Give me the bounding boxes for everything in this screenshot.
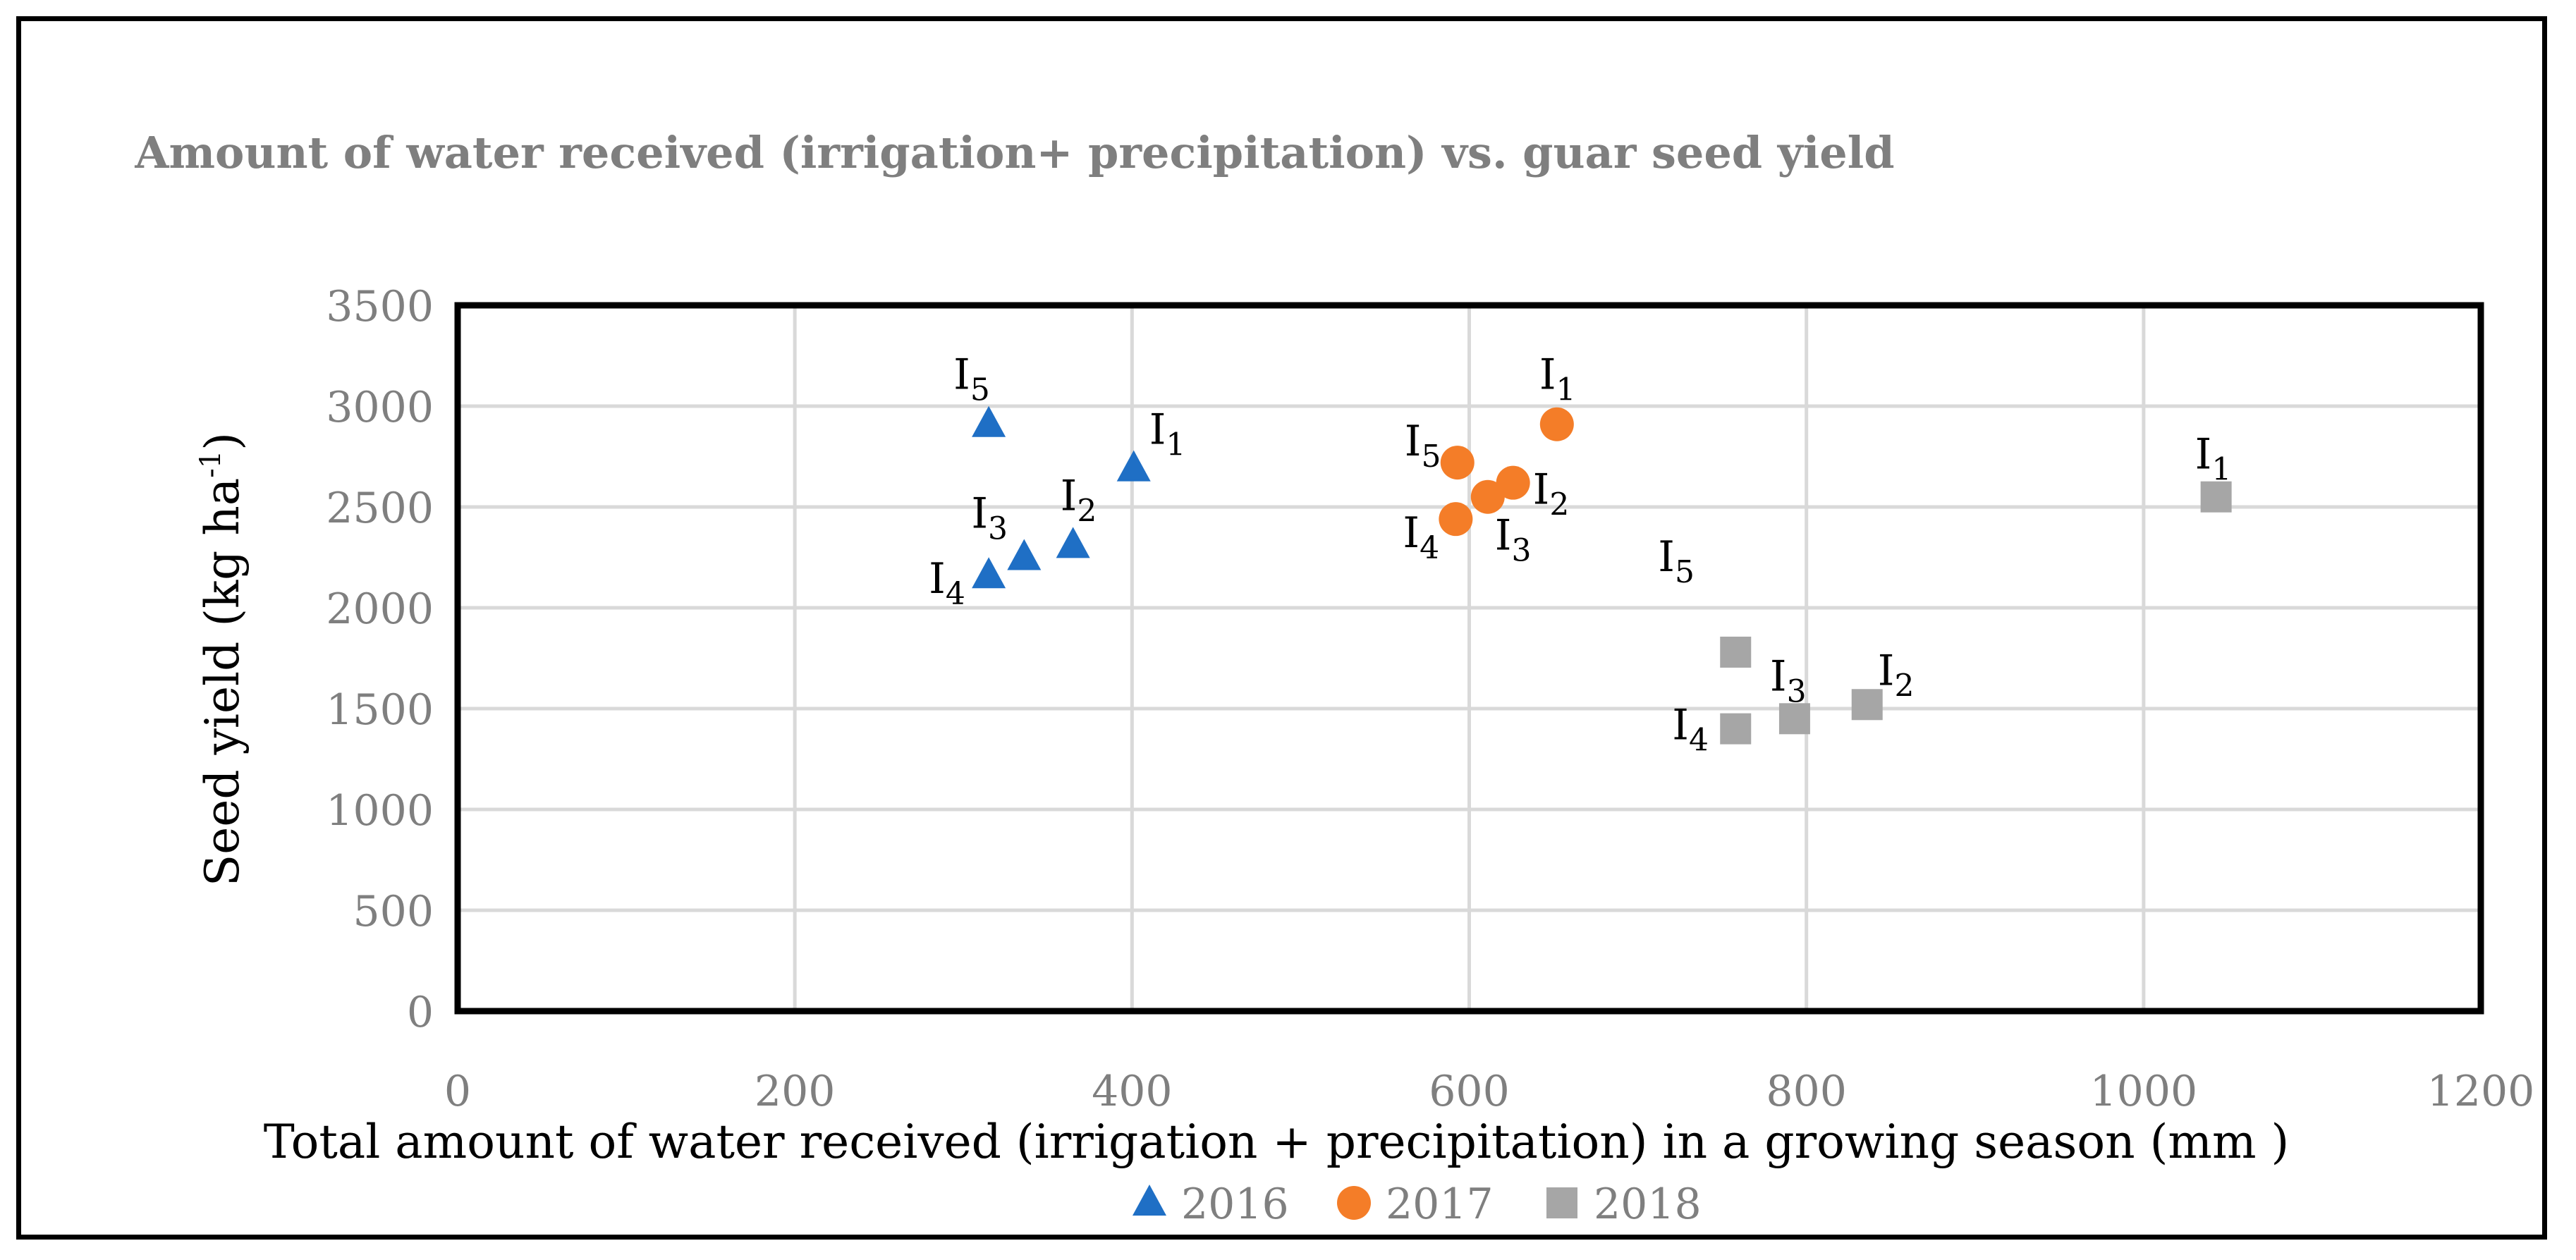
x-tick-label: 400 bbox=[1092, 1067, 1173, 1116]
x-axis-ticks: 0 200 400 600 800 1000 1200 bbox=[444, 1067, 2534, 1116]
point-label: I1 bbox=[1539, 350, 1576, 408]
legend-label-2016: 2016 bbox=[1181, 1180, 1289, 1229]
legend-marker-2018 bbox=[1546, 1187, 1577, 1218]
point-label: I1 bbox=[1149, 405, 1186, 463]
data-points bbox=[972, 405, 2232, 745]
y-axis-label: Seed yield (kg ha-1) bbox=[195, 432, 250, 886]
chart-title: Amount of water received (irrigation+ pr… bbox=[134, 127, 1894, 178]
point-label: I5 bbox=[1405, 417, 1441, 475]
y-tick-label: 3500 bbox=[326, 282, 434, 331]
point-2017-I2 bbox=[1496, 465, 1530, 500]
y-tick-label: 500 bbox=[353, 887, 434, 936]
point-label: I2 bbox=[1878, 646, 1915, 704]
point-2018-I4 bbox=[1720, 713, 1752, 745]
point-2018-I2 bbox=[1851, 689, 1883, 721]
legend-marker-2016 bbox=[1133, 1185, 1166, 1216]
x-axis-label: Total amount of water received (irrigati… bbox=[264, 1115, 2290, 1169]
point-2018-I3 bbox=[1778, 703, 1810, 735]
legend: 2016 2017 2018 bbox=[1133, 1180, 1702, 1229]
point-2016-I2 bbox=[1056, 527, 1090, 558]
plot-area-border bbox=[454, 302, 2484, 1015]
y-axis-ticks: 0 500 1000 1500 2000 2500 3000 3500 bbox=[326, 282, 434, 1037]
y-tick-label: 3000 bbox=[326, 383, 434, 432]
legend-label-2017: 2017 bbox=[1386, 1180, 1494, 1229]
y-tick-label: 2500 bbox=[326, 484, 434, 533]
point-label: I3 bbox=[971, 489, 1008, 547]
point-label: I1 bbox=[2195, 430, 2232, 488]
x-tick-label: 600 bbox=[1429, 1067, 1510, 1116]
point-label: I5 bbox=[1658, 532, 1695, 590]
point-2018-I1 bbox=[2200, 481, 2232, 513]
scatter-chart: Amount of water received (irrigation+ pr… bbox=[134, 127, 2534, 1229]
x-tick-label: 1200 bbox=[2427, 1067, 2535, 1116]
point-label: I4 bbox=[1672, 701, 1709, 759]
point-2016-I3 bbox=[1007, 539, 1042, 570]
point-2017-I5 bbox=[1440, 446, 1475, 480]
point-label: I4 bbox=[929, 554, 965, 612]
point-2016-I1 bbox=[1116, 450, 1151, 482]
gridlines bbox=[456, 303, 2483, 1013]
point-2017-I1 bbox=[1539, 407, 1574, 441]
point-label: I3 bbox=[1495, 511, 1532, 569]
y-tick-label: 0 bbox=[407, 988, 434, 1037]
point-label: I2 bbox=[1533, 465, 1570, 523]
point-2018-I5 bbox=[1720, 636, 1752, 668]
x-tick-label: 200 bbox=[755, 1067, 836, 1116]
point-label: I4 bbox=[1403, 508, 1439, 566]
point-label: I2 bbox=[1061, 471, 1097, 529]
x-tick-label: 1000 bbox=[2089, 1067, 2197, 1116]
point-2017-I4 bbox=[1439, 502, 1473, 537]
point-2016-I4 bbox=[972, 557, 1006, 589]
point-2016-I5 bbox=[972, 405, 1006, 437]
chart-frame: Amount of water received (irrigation+ pr… bbox=[16, 16, 2547, 1240]
point-label: I5 bbox=[953, 350, 990, 408]
y-tick-label: 1000 bbox=[326, 786, 434, 836]
y-tick-label: 1500 bbox=[326, 685, 434, 735]
point-2017-I3 bbox=[1470, 479, 1505, 514]
legend-marker-2017 bbox=[1337, 1186, 1371, 1220]
x-tick-label: 0 bbox=[444, 1067, 471, 1116]
y-tick-label: 2000 bbox=[326, 585, 434, 634]
legend-label-2018: 2018 bbox=[1594, 1180, 1702, 1229]
x-tick-label: 800 bbox=[1766, 1067, 1847, 1116]
point-label: I3 bbox=[1770, 652, 1807, 709]
